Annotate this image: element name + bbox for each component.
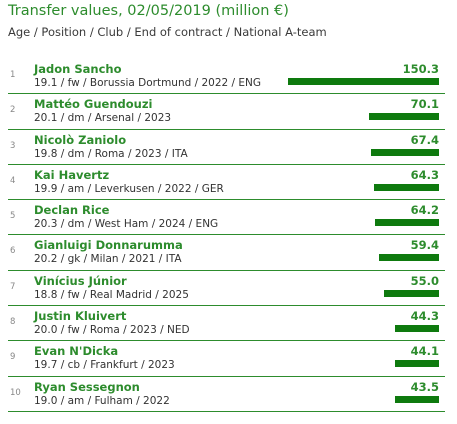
- player-details: 19.0 / am / Fulham / 2022: [34, 394, 170, 407]
- value-bar: [379, 254, 439, 262]
- value-label: 64.3: [410, 167, 439, 182]
- player-name: Jadon Sancho: [34, 62, 122, 76]
- value-label: 44.3: [410, 309, 439, 324]
- value-bar: [371, 148, 439, 156]
- player-details: 20.1 / dm / Arsenal / 2023: [34, 112, 172, 125]
- value-bar: [288, 78, 439, 85]
- player-row: 9 Evan N'Dicka 19.7 / cb / Frankfurt / 202…: [8, 341, 445, 377]
- value-label: 64.2: [410, 203, 439, 218]
- rank-number: 5: [10, 211, 16, 222]
- player-details: 19.9 / am / Leverkusen / 2022 / GER: [34, 182, 224, 195]
- player-name: Justin Kluivert: [34, 309, 127, 324]
- rank-number: 6: [10, 246, 16, 257]
- chart-title: Transfer values, 02/05/2019 (million €): [8, 3, 289, 19]
- player-details: 20.3 / dm / West Ham / 2024 / ENG: [34, 218, 219, 231]
- player-name: Kai Havertz: [34, 167, 110, 182]
- value-label: 43.5: [410, 379, 439, 394]
- value-bar: [374, 219, 439, 227]
- value-bar: [383, 289, 439, 297]
- player-row: 3 Nicolò Zaniolo 19.8 / dm / Roma / 2023 /…: [8, 130, 445, 165]
- rank-number: 7: [10, 281, 16, 292]
- value-label: 150.3: [402, 62, 439, 76]
- rank-number: 1: [10, 70, 16, 80]
- value-bar: [374, 183, 439, 191]
- player-row: 2 Mattéo Guendouzi 20.1 / dm / Arsenal / 2…: [8, 94, 445, 130]
- rank-number: 8: [10, 317, 16, 328]
- value-bar: [394, 360, 439, 368]
- rank-number: 9: [10, 352, 16, 363]
- rank-number: 4: [10, 175, 16, 186]
- value-label: 55.0: [410, 273, 439, 288]
- value-label: 70.1: [410, 97, 439, 112]
- player-row: 5 Declan Rice 20.3 / dm / West Ham / 2024 …: [8, 200, 445, 236]
- player-details: 19.1 / fw / Borussia Dortmund / 2022 / E…: [34, 77, 262, 89]
- player-details: 19.8 / dm / Roma / 2023 / ITA: [34, 147, 188, 160]
- rank-number: 3: [10, 140, 16, 151]
- value-label: 59.4: [410, 238, 439, 253]
- player-row: 6 Gianluigi Donnarumma 20.2 / gk / Milan /…: [8, 235, 445, 271]
- player-details: 18.8 / fw / Real Madrid / 2025: [34, 288, 189, 301]
- value-label: 44.1: [410, 344, 439, 359]
- player-details: 20.0 / fw / Roma / 2023 / NED: [34, 324, 190, 337]
- player-row: 7 Vinícius Júnior 18.8 / fw / Real Madrid …: [8, 271, 445, 307]
- player-details: 20.2 / gk / Milan / 2021 / ITA: [34, 253, 182, 266]
- chart-subtitle: Age / Position / Club / End of contract …: [8, 25, 327, 39]
- player-name: Declan Rice: [34, 203, 110, 218]
- player-row: 1 Jadon Sancho 19.1 / fw / Borussia Dortmu…: [8, 59, 445, 95]
- rank-number: 2: [10, 105, 16, 116]
- player-name: Vinícius Júnior: [34, 273, 127, 288]
- value-bar: [368, 113, 439, 121]
- value-label: 67.4: [410, 132, 439, 147]
- value-bar: [394, 325, 439, 333]
- player-name: Mattéo Guendouzi: [34, 97, 153, 112]
- value-bar: [395, 395, 439, 403]
- player-row: 4 Kai Havertz 19.9 / am / Leverkusen / 202…: [8, 165, 445, 201]
- player-name: Evan N'Dicka: [34, 344, 119, 359]
- player-name: Ryan Sessegnon: [34, 379, 140, 394]
- player-name: Nicolò Zaniolo: [34, 132, 127, 147]
- player-row: 10 Ryan Sessegnon 19.0 / am / Fulham / 202…: [8, 377, 445, 412]
- player-row: 8 Justin Kluivert 20.0 / fw / Roma / 2023 …: [8, 306, 445, 342]
- ranking-list: 1 Jadon Sancho 19.1 / fw / Borussia Dortmu…: [8, 59, 445, 412]
- player-details: 19.7 / cb / Frankfurt / 2023: [34, 359, 175, 372]
- player-name: Gianluigi Donnarumma: [34, 238, 183, 253]
- rank-number: 10: [10, 387, 21, 398]
